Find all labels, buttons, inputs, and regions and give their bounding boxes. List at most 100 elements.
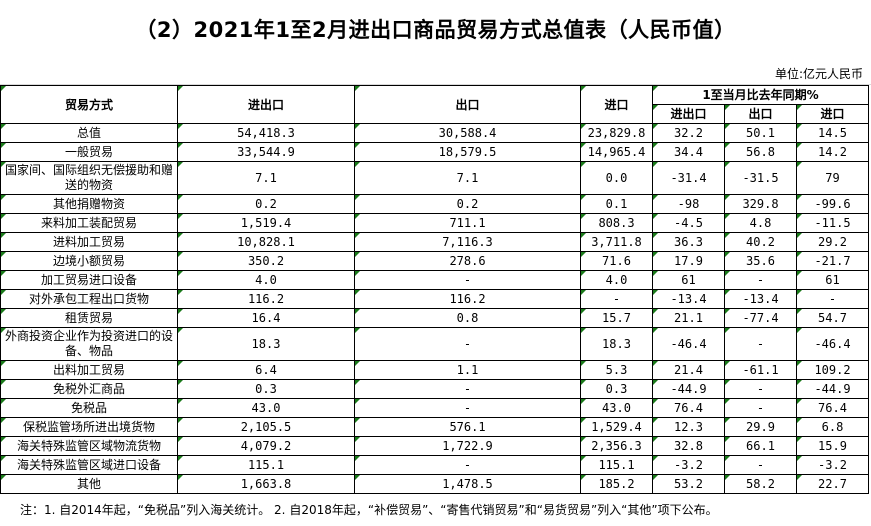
cell-import: 18.3 xyxy=(580,327,653,361)
table-row: 加工贸易进口设备 4.0-4.0 61-61 xyxy=(0,270,869,290)
cell-yoy-import: 79 xyxy=(796,161,869,195)
row-label: 外商投资企业作为投资进口的设备、物品 xyxy=(0,327,178,361)
table-row: 海关特殊监管区域进口设备 115.1-115.1 -3.2- -3.2 xyxy=(0,455,869,475)
cell-total: 115.1 xyxy=(177,455,355,475)
cell-yoy-import: 76.4 xyxy=(796,398,869,418)
cell-total: 0.2 xyxy=(177,194,355,214)
cell-yoy-import: 61 xyxy=(796,270,869,290)
row-label: 租赁贸易 xyxy=(0,308,178,328)
cell-yoy-total: -13.4 xyxy=(652,289,725,309)
table-row: 进料加工贸易 10,828.1 7,116.3 3,711.8 36.3 40.2 29.2 xyxy=(0,232,869,252)
cell-yoy-total: 17.9 xyxy=(652,251,725,271)
cell-yoy-export: -31.5 xyxy=(724,161,797,195)
footnote: 注：1. 自2014年起，“免税品”列入海关统计。 2. 自2018年起，“补偿… xyxy=(20,503,718,517)
cell-export: 30,588.4 xyxy=(354,123,581,143)
row-label: 对外承包工程出口货物 xyxy=(0,289,178,309)
cell-import: 115.1 xyxy=(580,455,653,475)
table-row: 一般贸易 33,544.9 18,579.5 14,965.4 34.4 56.8 14.2 xyxy=(0,142,869,162)
cell-import: 71.6 xyxy=(580,251,653,271)
cell-yoy-import: 6.8 xyxy=(796,417,869,437)
cell-export: 278.6 xyxy=(354,251,581,271)
cell-total: 6.4 xyxy=(177,360,355,380)
cell-yoy-import: 29.2 xyxy=(796,232,869,252)
cell-yoy-import: -21.7 xyxy=(796,251,869,271)
cell-yoy-import: 15.9 xyxy=(796,436,869,456)
row-label: 总值 xyxy=(0,123,178,143)
row-label: 加工贸易进口设备 xyxy=(0,270,178,290)
header-yoy-export: 出口 xyxy=(724,104,797,124)
cell-import: 5.3 xyxy=(580,360,653,380)
cell-total: 18.3 xyxy=(177,327,355,361)
cell-yoy-export: 50.1 xyxy=(724,123,797,143)
table-row: 外商投资企业作为投资进口的设备、物品 18.3-18.3 -46.4- -46.4 xyxy=(0,327,869,361)
cell-yoy-export: 40.2 xyxy=(724,232,797,252)
cell-yoy-total: -4.5 xyxy=(652,213,725,233)
cell-yoy-export: 58.2 xyxy=(724,474,797,494)
cell-export: 7.1 xyxy=(354,161,581,195)
unit-label: 单位:亿元人民币 xyxy=(774,67,863,81)
table-row: 对外承包工程出口货物 116.2 116.2- -13.4 -13.4- xyxy=(0,289,869,309)
cell-yoy-export: - xyxy=(724,398,797,418)
cell-import: 0.3 xyxy=(580,379,653,399)
cell-export: - xyxy=(354,379,581,399)
header-export: 出口 xyxy=(354,85,581,124)
cell-yoy-import: -46.4 xyxy=(796,327,869,361)
cell-export: 1,722.9 xyxy=(354,436,581,456)
sheet-gridline xyxy=(0,84,871,85)
cell-yoy-export: 29.9 xyxy=(724,417,797,437)
row-label: 其他捐赠物资 xyxy=(0,194,178,214)
cell-yoy-export: 35.6 xyxy=(724,251,797,271)
cell-export: 0.8 xyxy=(354,308,581,328)
cell-total: 54,418.3 xyxy=(177,123,355,143)
cell-import: - xyxy=(580,289,653,309)
cell-yoy-export: 66.1 xyxy=(724,436,797,456)
cell-import: 2,356.3 xyxy=(580,436,653,456)
cell-total: 4,079.2 xyxy=(177,436,355,456)
cell-import: 23,829.8 xyxy=(580,123,653,143)
cell-yoy-export: 4.8 xyxy=(724,213,797,233)
cell-yoy-total: -98 xyxy=(652,194,725,214)
cell-yoy-export: - xyxy=(724,327,797,361)
table-row: 国家间、国际组织无偿援助和赠送的物资 7.1 7.1 0.0 -31.4 -31.5 79 xyxy=(0,161,869,195)
table-row: 保税监管场所进出境货物 2,105.5 576.1 1,529.4 12.3 29.9 6.… xyxy=(0,417,869,437)
cell-yoy-total: 76.4 xyxy=(652,398,725,418)
row-label: 免税品 xyxy=(0,398,178,418)
cell-export: 0.2 xyxy=(354,194,581,214)
cell-yoy-export: 329.8 xyxy=(724,194,797,214)
cell-yoy-import: -44.9 xyxy=(796,379,869,399)
header-yoy-total: 进出口 xyxy=(652,104,725,124)
cell-total: 2,105.5 xyxy=(177,417,355,437)
trade-table: 贸易方式 进出口 出口 进口 1至当月比去年同期% 进出口 出口 进口 总值 54… xyxy=(0,85,869,494)
cell-yoy-export: -61.1 xyxy=(724,360,797,380)
row-label: 免税外汇商品 xyxy=(0,379,178,399)
cell-yoy-total: 21.4 xyxy=(652,360,725,380)
cell-total: 10,828.1 xyxy=(177,232,355,252)
cell-yoy-export: - xyxy=(724,455,797,475)
cell-yoy-total: 53.2 xyxy=(652,474,725,494)
cell-yoy-total: -46.4 xyxy=(652,327,725,361)
cell-yoy-import: 22.7 xyxy=(796,474,869,494)
header-yoy-group: 1至当月比去年同期% xyxy=(652,85,869,105)
row-label: 出料加工贸易 xyxy=(0,360,178,380)
cell-yoy-total: 36.3 xyxy=(652,232,725,252)
cell-yoy-import: 54.7 xyxy=(796,308,869,328)
cell-import: 185.2 xyxy=(580,474,653,494)
cell-yoy-import: - xyxy=(796,289,869,309)
cell-export: - xyxy=(354,398,581,418)
cell-export: - xyxy=(354,327,581,361)
cell-total: 7.1 xyxy=(177,161,355,195)
cell-yoy-import: 109.2 xyxy=(796,360,869,380)
cell-yoy-export: -13.4 xyxy=(724,289,797,309)
cell-import: 4.0 xyxy=(580,270,653,290)
row-label: 保税监管场所进出境货物 xyxy=(0,417,178,437)
cell-total: 16.4 xyxy=(177,308,355,328)
cell-import: 43.0 xyxy=(580,398,653,418)
cell-yoy-export: 56.8 xyxy=(724,142,797,162)
header-import: 进口 xyxy=(580,85,653,124)
cell-import: 15.7 xyxy=(580,308,653,328)
cell-total: 43.0 xyxy=(177,398,355,418)
cell-yoy-total: 32.2 xyxy=(652,123,725,143)
cell-total: 0.3 xyxy=(177,379,355,399)
cell-yoy-import: 14.5 xyxy=(796,123,869,143)
cell-export: 1.1 xyxy=(354,360,581,380)
